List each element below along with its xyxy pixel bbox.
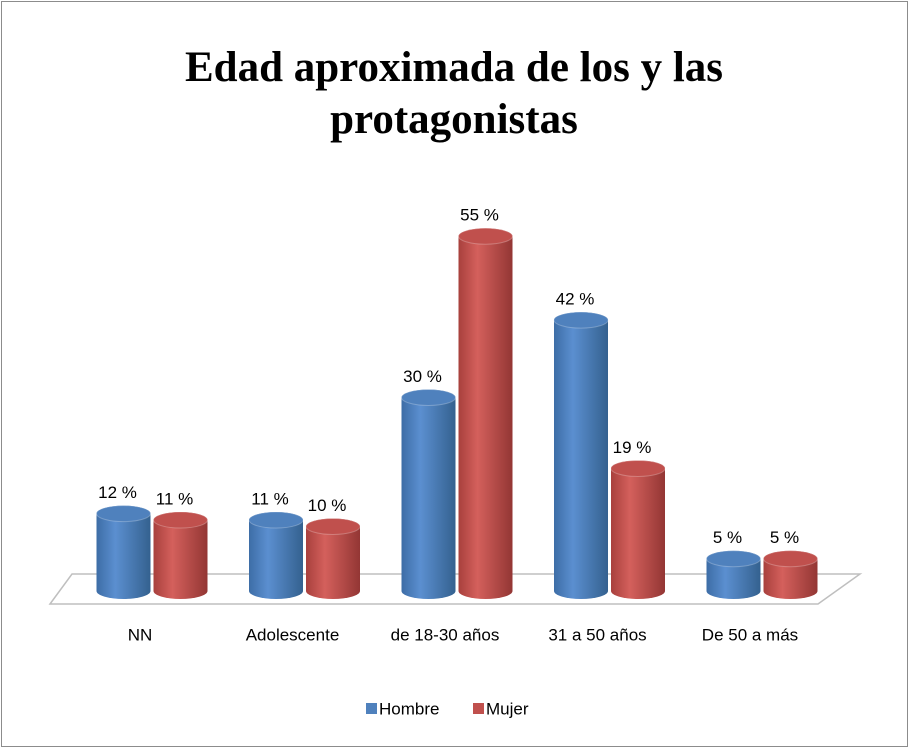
value-label: 5 % [713,528,742,547]
bar [554,312,608,599]
value-label: 12 % [98,483,137,502]
x-tick-label: 31 a 50 años [548,625,646,644]
x-tick-label: de 18-30 años [391,625,500,644]
value-label: 55 % [460,206,499,225]
bar [153,512,208,599]
bar-top [610,459,666,477]
x-tick-label: NN [128,625,153,644]
value-label: 30 % [403,367,442,386]
bar-top [458,227,513,245]
legend-swatch [366,703,377,714]
bar [458,228,513,599]
value-label: 42 % [556,290,595,309]
x-tick-label: Adolescente [246,625,340,644]
bar-top [153,511,208,529]
bar-top [305,518,361,535]
bar [96,505,151,599]
bar [401,389,456,599]
legend-label: Mujer [486,699,529,718]
bar [306,518,360,599]
bar [249,512,303,599]
bar-top [553,311,609,329]
value-label: 10 % [308,496,347,515]
bar-top [401,389,456,406]
bar-top [248,511,304,529]
x-tick-label: De 50 a más [702,625,798,644]
bar-top [96,505,151,523]
value-label: 5 % [770,528,799,547]
value-label: 19 % [613,438,652,457]
value-label: 11 % [156,490,194,509]
chart-title: Edad aproximada de los y las protagonist… [184,44,724,143]
legend-label: Hombre [379,699,439,718]
bar-top [763,550,818,568]
legend-swatch [473,703,484,714]
bar-top [706,550,761,568]
bar [611,460,665,599]
value-label: 11 % [251,490,289,509]
